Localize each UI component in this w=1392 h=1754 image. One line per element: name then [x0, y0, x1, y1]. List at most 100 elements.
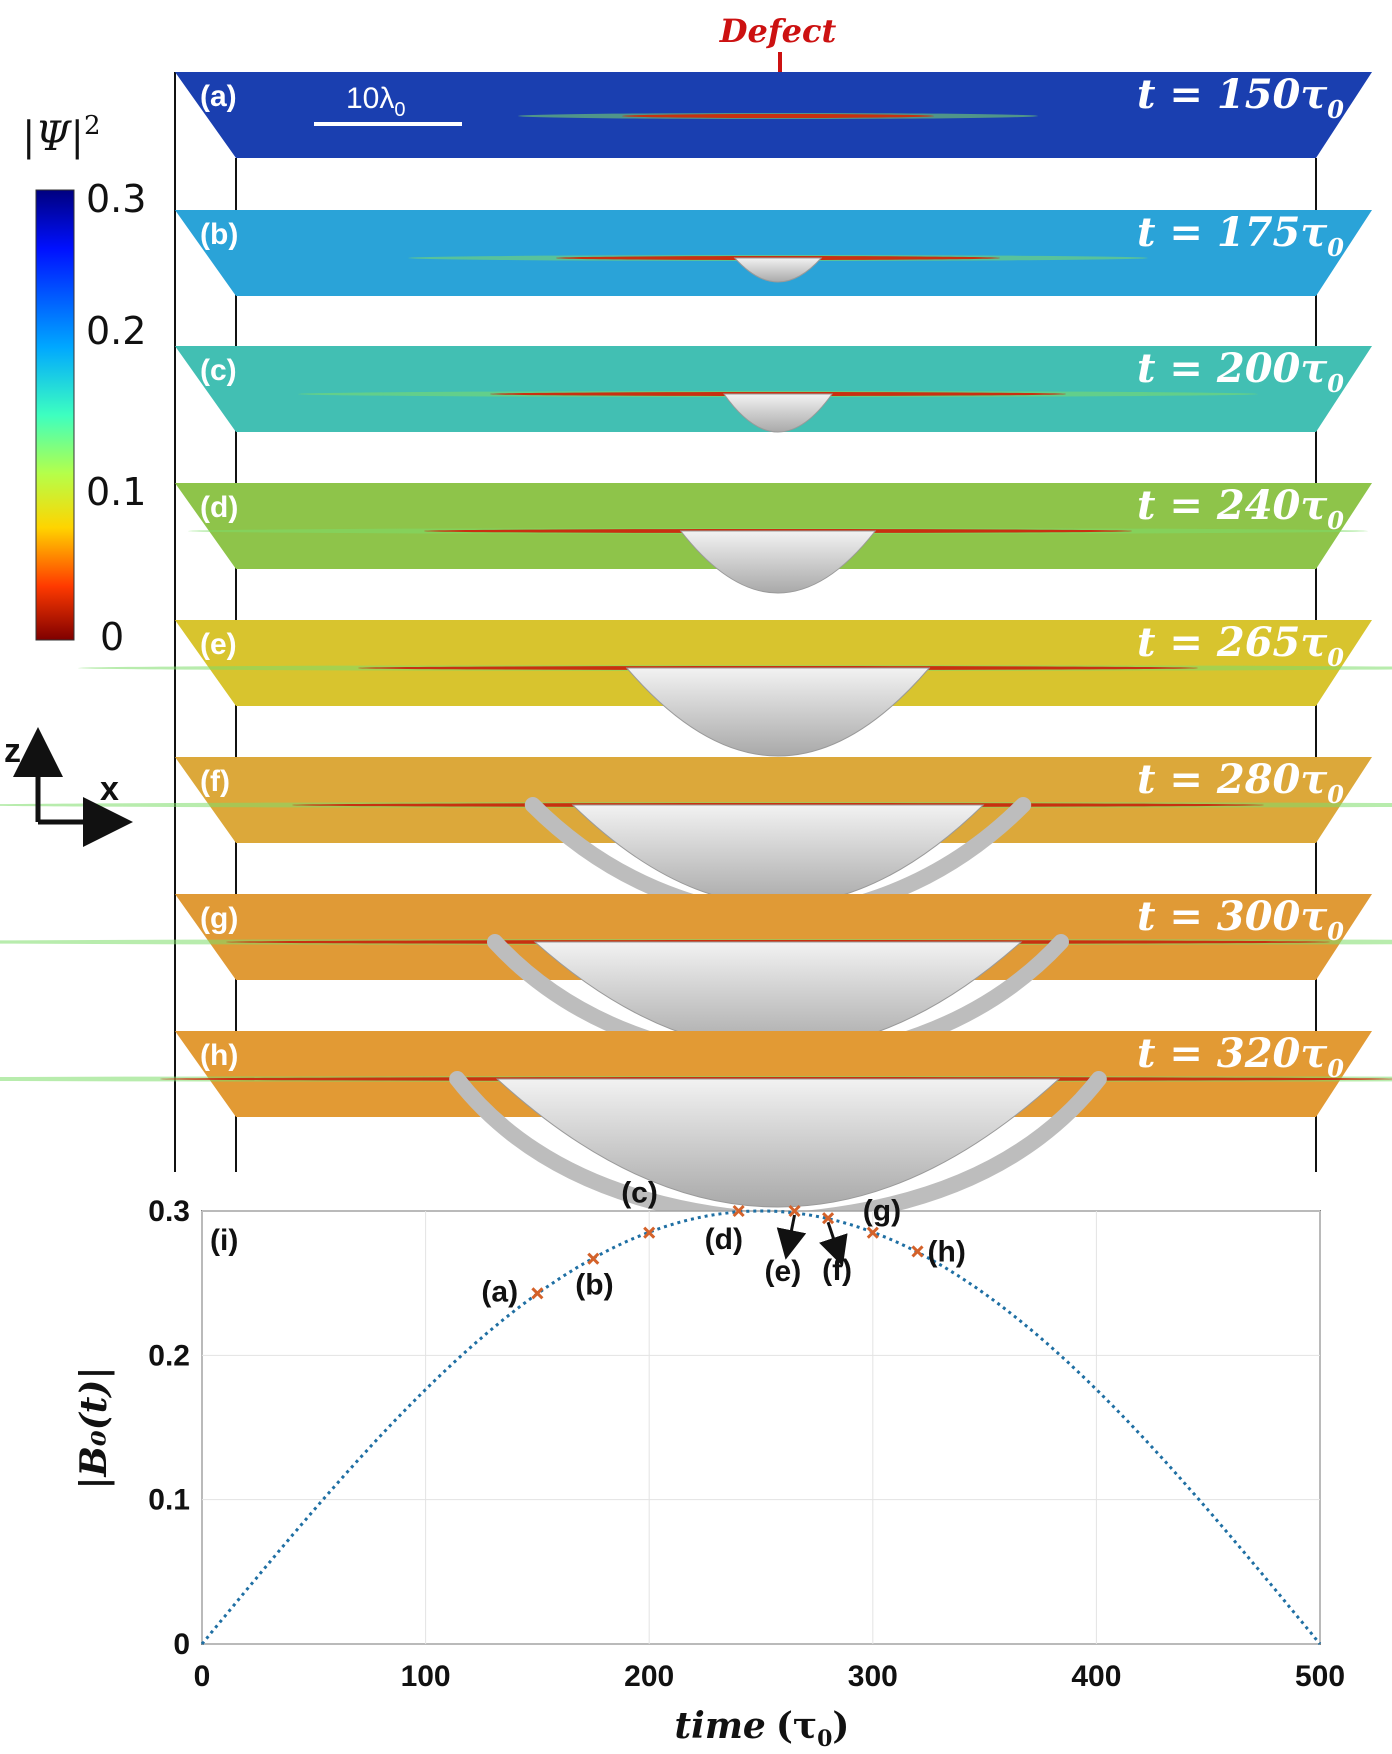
marker-b: (b) — [575, 1252, 614, 1302]
defect-label: Defect — [719, 12, 837, 50]
marker-x — [531, 1287, 544, 1300]
x-tick-label: 200 — [624, 1660, 674, 1693]
panel-e: (e) t = 265τ0 — [78, 619, 1392, 757]
marker-h: (h) — [911, 1235, 966, 1268]
panel-c: (c) t = 200τ0 — [175, 345, 1372, 433]
x-tick-label: 400 — [1071, 1660, 1121, 1693]
chart-panel-label: (i) — [210, 1224, 238, 1257]
panel-label: (e) — [200, 628, 237, 661]
panel-time: t = 200τ0 — [1137, 345, 1344, 398]
marker-label: (f) — [822, 1254, 852, 1287]
y-tick-label: 0.1 — [148, 1484, 190, 1517]
panel-d: (d) t = 240τ0 — [175, 482, 1372, 594]
slice-plane — [175, 757, 1372, 843]
panel-label: (g) — [200, 902, 238, 935]
marker-x — [643, 1226, 656, 1239]
y-tick-label: 0.2 — [148, 1339, 190, 1372]
panel-time-text: t = 265τ — [1137, 619, 1327, 666]
bubble-surface — [571, 804, 985, 906]
panel-time: t = 300τ0 — [1137, 893, 1344, 946]
panel-label: (b) — [200, 218, 238, 251]
panel-label: (d) — [200, 491, 238, 524]
panel-time-text: t = 200τ — [1137, 345, 1327, 392]
marker-label: (b) — [575, 1269, 613, 1302]
panel-time-sub: 0 — [1327, 233, 1344, 262]
marker-pointer-arrow — [819, 1221, 848, 1267]
panel-a: (a) t = 150τ0 — [175, 71, 1372, 158]
marker-c: (c) — [621, 1177, 658, 1239]
panel-time-text: t = 240τ — [1137, 482, 1327, 529]
chart-grid — [201, 1210, 1321, 1645]
panel-time-sub: 0 — [1327, 643, 1344, 672]
marker-x — [732, 1204, 745, 1218]
bubble-surface — [625, 667, 931, 757]
slice-plane — [175, 620, 1372, 706]
panel-time: t = 280τ0 — [1137, 756, 1344, 809]
marker-label: (h) — [928, 1235, 966, 1268]
panel-time-text: t = 300τ — [1137, 893, 1327, 940]
marker-x — [866, 1226, 879, 1239]
marker-a: (a) — [481, 1275, 544, 1308]
panel-label: (f) — [200, 765, 230, 798]
scale-bar-label: 10λ0 — [346, 82, 406, 121]
panel-label: (a) — [200, 80, 237, 113]
panel-time-text: t = 280τ — [1137, 756, 1327, 803]
panel-g: (g) t = 300τ0 — [0, 893, 1392, 1073]
colorbar-tick-0: 0 — [100, 615, 124, 659]
marker-x — [788, 1204, 801, 1218]
bubble-surface — [495, 1078, 1061, 1208]
panel-time-sub: 0 — [1327, 1054, 1344, 1083]
chart-ticks: 0 100 200 300 400 500 0 0.1 0.2 0.3 — [148, 1195, 1345, 1693]
colorbar-title: |Ψ|2 — [22, 111, 101, 160]
x-tick-label: 500 — [1295, 1660, 1345, 1693]
chart-ylabel: |B₀(t)| — [73, 1366, 115, 1489]
bubble-surface — [723, 393, 833, 433]
colorbar-tick-0.1: 0.1 — [86, 470, 146, 514]
slice-plane — [175, 346, 1372, 432]
panel-time-text: t = 320τ — [1137, 1030, 1327, 1077]
marker-label: (g) — [863, 1195, 901, 1228]
panel-time-sub: 0 — [1327, 369, 1344, 398]
colorbar-tick-0.2: 0.2 — [86, 309, 146, 353]
panel-time-text: t = 150τ — [1137, 71, 1327, 118]
panel-time-sub: 0 — [1327, 95, 1344, 124]
panel-time-sub: 0 — [1327, 917, 1344, 946]
panel-time: t = 265τ0 — [1137, 619, 1344, 672]
panel-label: (c) — [200, 354, 237, 387]
chart-axes-box — [201, 1210, 1321, 1645]
marker-label: (d) — [705, 1223, 743, 1256]
series-line-b0 — [200, 1209, 1322, 1645]
marker-g: (g) — [863, 1195, 901, 1239]
panel-time: t = 150τ0 — [1137, 71, 1344, 124]
marker-d: (d) — [705, 1204, 745, 1256]
x-axis-label: x — [100, 770, 119, 808]
marker-label: (c) — [621, 1177, 658, 1210]
chart-xlabel: time (τ0) — [675, 1705, 850, 1752]
chart-markers: (a) (b) (c) (d) (e) (f) (g) (h) — [481, 1177, 965, 1309]
marker-x — [587, 1252, 600, 1265]
panel-f: (f) t = 280τ0 — [0, 756, 1392, 928]
bubble-surface — [733, 257, 823, 283]
y-tick-label: 0.3 — [148, 1195, 190, 1228]
colorbar: |Ψ|2 0.3 0.2 0.1 0 — [22, 111, 146, 659]
z-axis-label: z — [4, 732, 21, 770]
marker-label: (a) — [481, 1275, 518, 1308]
x-tick-label: 0 — [194, 1660, 211, 1693]
panel-time-text: t = 175τ — [1137, 209, 1327, 256]
x-tick-label: 100 — [401, 1660, 451, 1693]
panel-b: (b) t = 175τ0 — [175, 209, 1372, 296]
slice-plane — [175, 483, 1372, 569]
axes-indicator: z x — [4, 727, 133, 847]
slice-plane — [175, 210, 1372, 296]
panel-time: t = 320τ0 — [1137, 1030, 1344, 1083]
marker-label: (e) — [765, 1255, 802, 1288]
panel-time: t = 175τ0 — [1137, 209, 1344, 262]
colorbar-gradient — [35, 189, 75, 641]
slice-panels: (a) t = 150τ0(b) t = 175τ0(c) t = 200τ0(d) t… — [0, 71, 1392, 1230]
y-tick-label: 0 — [173, 1628, 190, 1661]
panel-label: (h) — [200, 1039, 238, 1072]
panel-time-sub: 0 — [1327, 506, 1344, 535]
marker-e: (e) — [765, 1204, 807, 1288]
